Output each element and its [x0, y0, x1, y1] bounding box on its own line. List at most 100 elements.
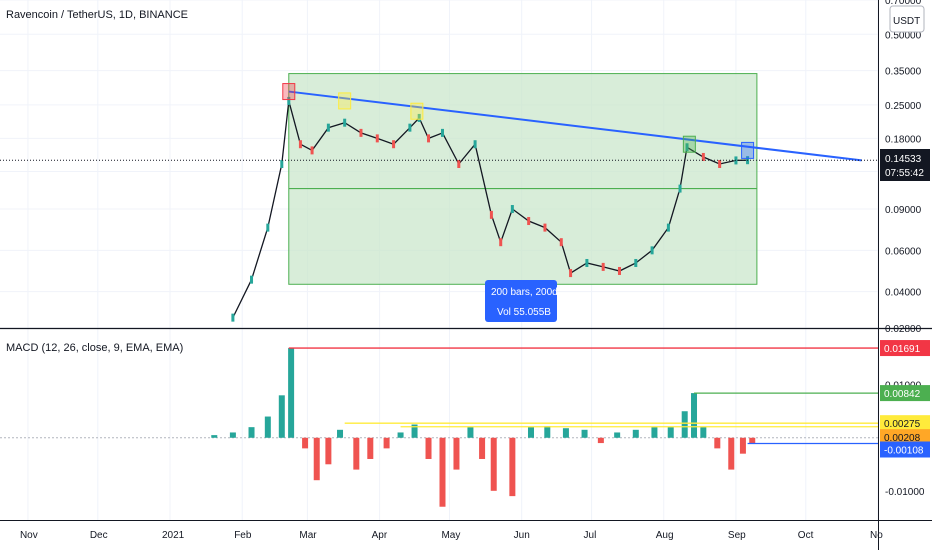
price-candle[interactable]: [701, 152, 705, 161]
macd-histogram-bar[interactable]: [264, 416, 271, 438]
price-tick-label: 0.50000: [885, 30, 922, 41]
currency-badge[interactable]: [889, 5, 925, 33]
price-candle[interactable]: [266, 223, 270, 232]
macd-histogram-bar[interactable]: [544, 426, 551, 438]
price-candle[interactable]: [634, 258, 638, 267]
price-candle[interactable]: [343, 118, 347, 127]
macd-value-tag: [880, 441, 930, 458]
macd-histogram-bar[interactable]: [248, 427, 255, 438]
macd-histogram-bar[interactable]: [211, 435, 218, 438]
macd-histogram-bar[interactable]: [313, 437, 320, 481]
time-tick-label: Jul: [584, 530, 597, 541]
price-pane[interactable]: [0, 0, 879, 520]
macd-histogram-bar[interactable]: [597, 437, 604, 444]
macd-histogram-bar[interactable]: [383, 437, 390, 449]
price-candle[interactable]: [685, 143, 689, 152]
macd-histogram-bar[interactable]: [397, 432, 404, 438]
macd-histogram-bar[interactable]: [288, 348, 295, 438]
price-candle[interactable]: [440, 128, 444, 137]
macd-histogram-bar[interactable]: [691, 393, 698, 438]
price-candle[interactable]: [359, 128, 363, 137]
price-candle[interactable]: [678, 184, 682, 193]
date-price-range-box[interactable]: [288, 73, 758, 285]
price-candle[interactable]: [427, 134, 431, 143]
macd-histogram-bar[interactable]: [527, 427, 534, 438]
price-tick-label: 0.35000: [885, 67, 922, 78]
macd-histogram-bar[interactable]: [467, 427, 474, 438]
macd-histogram-bar[interactable]: [325, 437, 332, 465]
price-candle[interactable]: [408, 123, 412, 132]
macd-histogram-bar[interactable]: [614, 432, 621, 438]
macd-histogram-bar[interactable]: [739, 437, 746, 454]
price-candle[interactable]: [527, 217, 531, 226]
macd-histogram-bar[interactable]: [700, 427, 707, 438]
price-candle[interactable]: [489, 210, 493, 219]
pivot-marker[interactable]: [410, 102, 424, 120]
macd-histogram-bar[interactable]: [302, 437, 309, 449]
price-candle[interactable]: [473, 140, 477, 149]
time-tick-label: 2021: [162, 530, 185, 541]
macd-histogram-bar[interactable]: [337, 429, 344, 438]
macd-histogram-bar[interactable]: [229, 432, 236, 438]
macd-histogram-bar[interactable]: [367, 437, 374, 459]
price-candle[interactable]: [326, 123, 330, 132]
range-info-label: 200 bars, 200d Vol 55.055B: [485, 280, 558, 322]
price-candle[interactable]: [250, 275, 254, 284]
macd-value-tag: [880, 415, 930, 432]
macd-tick-label: -0.01000: [885, 487, 925, 498]
price-candle[interactable]: [298, 140, 302, 149]
time-tick-label: Sep: [728, 530, 746, 541]
pivot-marker[interactable]: [338, 92, 352, 110]
price-candle[interactable]: [569, 269, 573, 278]
price-candle[interactable]: [280, 160, 284, 168]
macd-histogram-bar[interactable]: [411, 424, 418, 438]
macd-histogram-bar[interactable]: [490, 437, 497, 491]
price-candle[interactable]: [650, 246, 654, 255]
macd-histogram-bar[interactable]: [714, 437, 721, 449]
price-candle[interactable]: [666, 223, 670, 232]
pivot-marker[interactable]: [282, 83, 296, 101]
price-candle[interactable]: [543, 223, 547, 232]
macd-histogram-bar[interactable]: [667, 427, 674, 438]
price-candle[interactable]: [457, 160, 461, 168]
macd-histogram-bar[interactable]: [278, 395, 285, 438]
price-candle[interactable]: [499, 238, 503, 247]
pivot-marker[interactable]: [741, 141, 755, 159]
macd-histogram-bar[interactable]: [681, 411, 688, 438]
macd-histogram-bar[interactable]: [632, 429, 639, 438]
price-candle[interactable]: [287, 96, 291, 105]
price-tick-label: 0.06000: [885, 246, 922, 257]
price-candle[interactable]: [601, 262, 605, 271]
trendline[interactable]: [288, 90, 862, 162]
macd-pane[interactable]: [0, 347, 878, 507]
macd-histogram-bar[interactable]: [425, 437, 432, 459]
price-candle[interactable]: [559, 238, 563, 247]
price-candle[interactable]: [375, 134, 379, 143]
price-candle[interactable]: [231, 313, 235, 322]
macd-histogram-bar[interactable]: [479, 437, 486, 459]
macd-histogram-bar[interactable]: [749, 437, 756, 444]
price-candle[interactable]: [617, 266, 621, 275]
price-candle[interactable]: [585, 258, 589, 267]
price-candle[interactable]: [510, 205, 514, 214]
macd-histogram-bar[interactable]: [509, 437, 516, 497]
range-bars-label: 200 bars, 200d: [491, 287, 558, 298]
price-candle[interactable]: [310, 146, 314, 155]
macd-histogram-bar[interactable]: [353, 437, 360, 470]
macd-histogram-bar[interactable]: [562, 428, 569, 438]
time-tick-label: No: [870, 530, 883, 541]
time-tick-label: Apr: [372, 530, 388, 541]
macd-histogram-bar[interactable]: [651, 427, 658, 438]
macd-histogram-bar[interactable]: [728, 437, 735, 470]
price-candle[interactable]: [392, 140, 396, 149]
price-candle[interactable]: [417, 113, 421, 122]
macd-histogram-bar[interactable]: [439, 437, 446, 507]
macd-title: MACD (12, 26, close, 9, EMA, EMA): [6, 342, 183, 354]
macd-histogram-bar[interactable]: [581, 429, 588, 438]
pivot-marker[interactable]: [682, 135, 696, 153]
price-candle[interactable]: [718, 160, 722, 168]
macd-histogram-bar[interactable]: [453, 437, 460, 470]
range-vol-label: Vol 55.055B: [497, 307, 551, 318]
